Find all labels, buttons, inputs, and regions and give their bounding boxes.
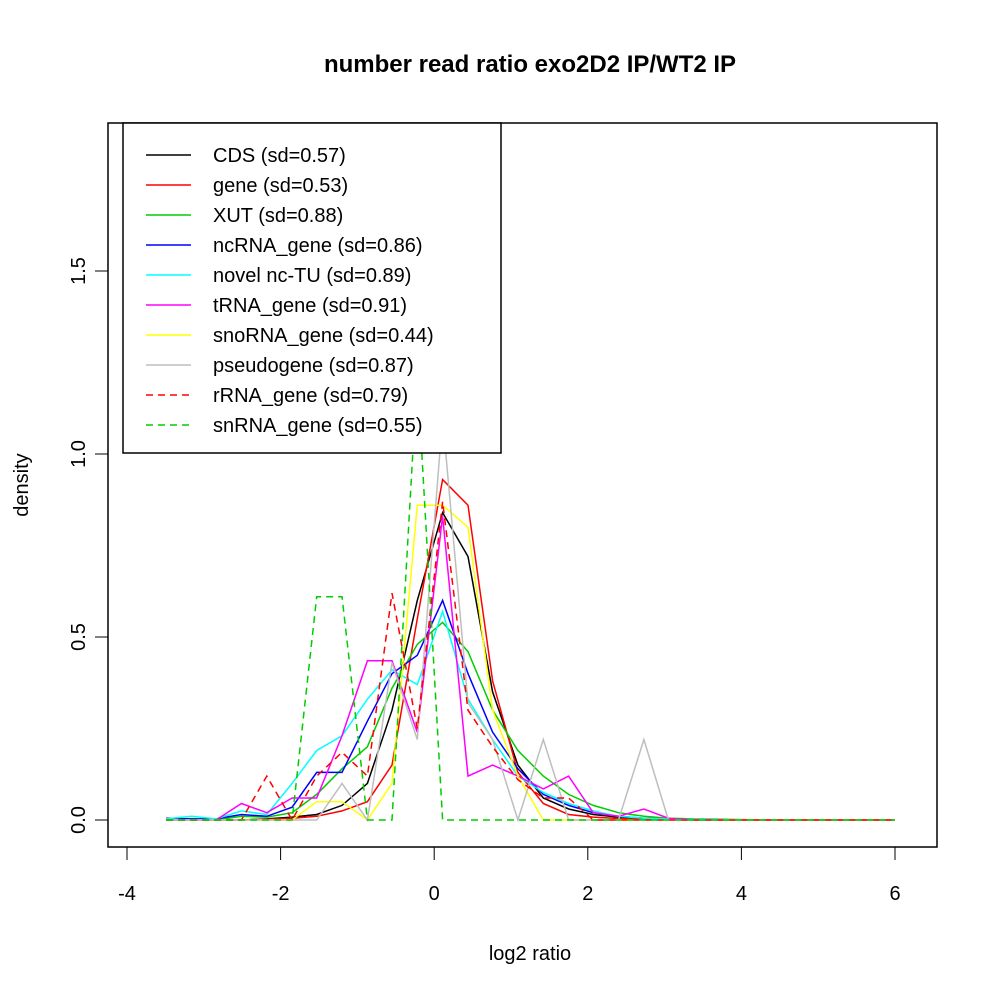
series-line-8 [166,501,895,822]
y-tick-label: 1.0 [68,440,90,468]
series-line-5 [166,516,895,821]
legend-label: ncRNA_gene (sd=0.86) [213,235,423,257]
x-axis: -4 -2 0 2 4 6 [118,846,901,905]
legend-label: pseudogene (sd=0.87) [213,355,414,377]
x-tick-label: -2 [272,883,290,905]
y-tick-label: 1.5 [68,257,90,285]
legend-label: snRNA_gene (sd=0.55) [213,415,423,437]
x-tick-label: 0 [429,883,440,905]
legend-box [122,122,502,454]
x-tick-label: 4 [736,883,747,905]
legend-label: gene (sd=0.53) [213,175,348,197]
series-line-1 [166,478,895,821]
x-tick-label: -4 [118,883,136,905]
legend-label: XUT (sd=0.88) [213,205,343,227]
legend-label: rRNA_gene (sd=0.79) [213,385,408,407]
series-line-0 [166,510,895,821]
x-tick-label: 2 [582,883,593,905]
series-line-9 [166,373,895,821]
chart-title: number read ratio exo2D2 IP/WT2 IP [324,51,736,78]
y-tick-label: 0.0 [68,806,90,834]
x-tick-label: 6 [889,883,900,905]
legend: CDS (sd=0.57) gene (sd=0.53) XUT (sd=0.88)… [122,122,502,454]
y-axis-label: density [11,453,33,516]
series-line-6 [166,504,895,822]
y-tick-label: 0.5 [68,623,90,651]
legend-label: novel nc-TU (sd=0.89) [213,265,411,287]
series-layer [166,373,895,823]
legend-label: tRNA_gene (sd=0.91) [213,295,407,317]
series-line-7 [166,417,895,823]
legend-label: snoRNA_gene (sd=0.44) [213,325,434,347]
series-line-2 [166,621,895,821]
legend-label: CDS (sd=0.57) [213,145,346,167]
x-axis-label: log2 ratio [489,943,571,965]
y-axis: 0.0 0.5 1.0 1.5 [68,257,109,834]
